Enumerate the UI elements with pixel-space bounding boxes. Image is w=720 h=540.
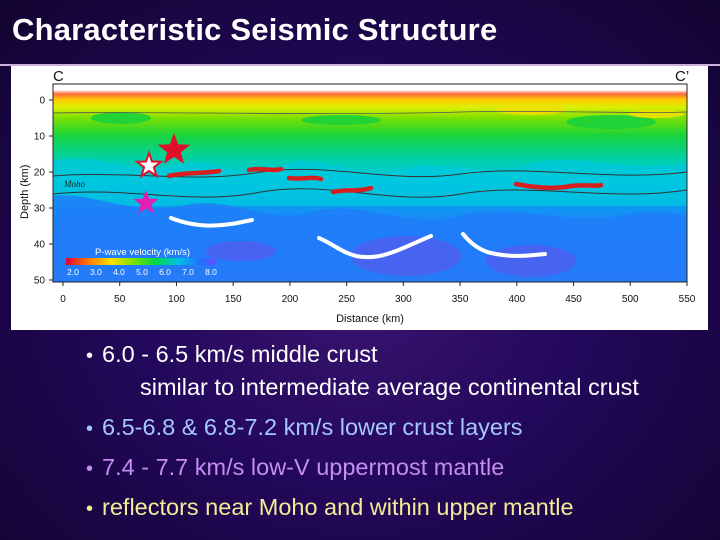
bullet-marker-icon: • <box>86 498 94 520</box>
profile-end-label: C’ <box>675 68 689 85</box>
x-axis: 0 50 100 150 200 250 300 350 400 450 500 550 Distan… <box>60 282 696 325</box>
legend-tick-label: 2.0 <box>67 267 79 277</box>
bullet-text: 7.4 - 7.7 km/s low-V uppermost mantle <box>102 454 505 480</box>
bullet-marker-icon: • <box>86 458 94 480</box>
legend-tick-label: 4.0 <box>113 267 125 277</box>
mantle-reflectors <box>169 216 547 260</box>
bullet-upper-mantle: • 7.4 - 7.7 km/s low-V uppermost mantle <box>86 454 504 481</box>
y-tick-label: 20 <box>34 168 46 179</box>
bullet-marker-icon: • <box>86 345 94 367</box>
x-tick-label: 50 <box>114 294 126 305</box>
bullet-text: 6.5-6.8 & 6.8-7.2 km/s lower crust layer… <box>102 414 523 440</box>
x-tick-label: 350 <box>452 294 469 305</box>
x-tick-label: 150 <box>225 294 242 305</box>
legend-color-bar <box>66 258 216 265</box>
x-tick-label: 550 <box>679 294 696 305</box>
legend-tick-label: 6.0 <box>159 267 171 277</box>
bullet-marker-icon: • <box>86 418 94 440</box>
bullet-reflectors: • reflectors near Moho and within upper m… <box>86 494 574 521</box>
x-tick-label: 200 <box>282 294 299 305</box>
bullet-list: • 6.0 - 6.5 km/s middle crust similar to … <box>0 336 720 540</box>
x-tick-label: 250 <box>338 294 355 305</box>
y-tick-label: 40 <box>34 240 46 251</box>
bullet-subtext: similar to intermediate average continen… <box>140 374 639 400</box>
moho-label: Moho <box>63 179 85 189</box>
x-tick-label: 0 <box>60 294 66 305</box>
y-axis: Depth (km) 0 10 20 30 40 50 <box>19 96 53 287</box>
bullet-lower-crust: • 6.5-6.8 & 6.8-7.2 km/s lower crust laye… <box>86 414 523 441</box>
legend-tick-label: 7.0 <box>182 267 194 277</box>
bullet-text: reflectors near Moho and within upper ma… <box>102 494 574 520</box>
legend-title: P-wave velocity (km/s) <box>95 247 190 258</box>
velocity-legend: P-wave velocity (km/s) 2.0 3.0 4.0 5.0 6.0 7.… <box>66 247 217 277</box>
x-tick-label: 450 <box>565 294 582 305</box>
title-divider <box>0 64 720 66</box>
x-axis-label: Distance (km) <box>336 313 404 325</box>
y-axis-label: Depth (km) <box>19 165 31 219</box>
legend-tick-label: 8.0 <box>205 267 217 277</box>
station-star-lower-icon <box>133 190 159 214</box>
plot-frame <box>52 83 688 283</box>
legend-tick-label: 5.0 <box>136 267 148 277</box>
seismic-cross-section-figure: C C’ Moho Depth (km) 0 10 20 30 40 50 0 50 100 1… <box>11 66 708 330</box>
legend-tick-label: 3.0 <box>90 267 102 277</box>
y-tick-label: 50 <box>34 276 46 287</box>
x-tick-label: 500 <box>622 294 639 305</box>
y-tick-label: 30 <box>34 204 46 215</box>
x-tick-label: 100 <box>168 294 185 305</box>
station-star-outline-icon <box>134 149 164 179</box>
station-markers <box>133 133 191 214</box>
y-tick-label: 10 <box>34 132 46 143</box>
x-tick-label: 400 <box>508 294 525 305</box>
bullet-text: 6.0 - 6.5 km/s middle crust <box>102 341 378 367</box>
bullet-middle-crust: • 6.0 - 6.5 km/s middle crust <box>86 341 378 368</box>
velocity-model-image <box>53 84 687 282</box>
moho-reflectors <box>166 166 604 195</box>
slide-title: Characteristic Seismic Structure <box>12 12 498 47</box>
station-star-icon <box>157 133 191 164</box>
y-tick-label: 0 <box>39 96 45 107</box>
profile-start-label: C <box>53 68 64 85</box>
x-tick-label: 300 <box>395 294 412 305</box>
